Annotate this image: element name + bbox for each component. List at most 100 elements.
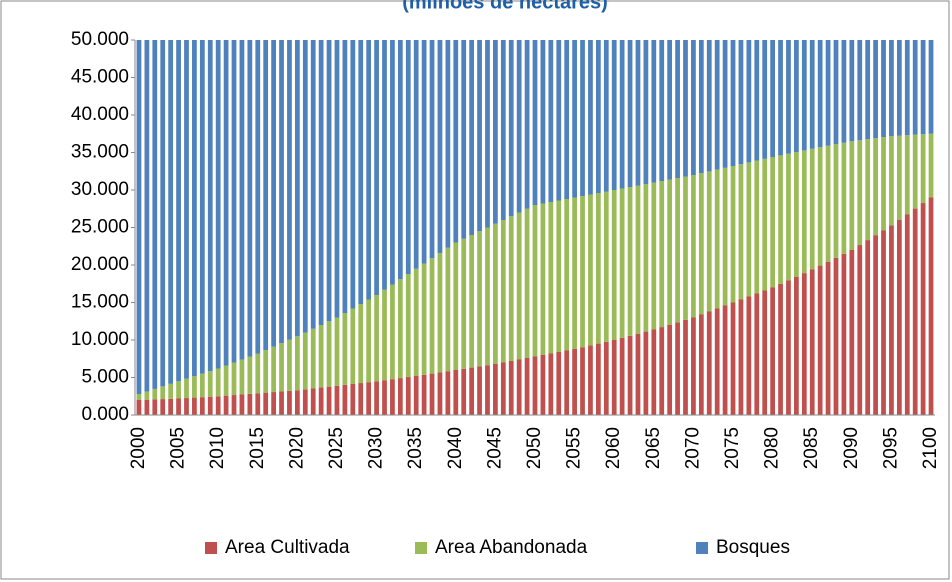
- bar-segment: [754, 160, 760, 294]
- bar-segment: [865, 240, 871, 415]
- bar-segment: [295, 336, 300, 391]
- bar-segment: [350, 383, 356, 415]
- bar-segment: [247, 393, 253, 415]
- bar-segment: [176, 40, 181, 382]
- y-tick-label: 35.000: [71, 142, 129, 163]
- bar-segment: [453, 40, 459, 243]
- bar-segment: [358, 40, 364, 304]
- bar-segment: [889, 136, 894, 226]
- bar-segment: [318, 325, 324, 388]
- bar-segment: [580, 347, 585, 415]
- bar-segment: [849, 141, 855, 250]
- bar-segment: [271, 40, 276, 347]
- bar-segment: [722, 305, 728, 415]
- bar-segment: [421, 263, 427, 375]
- bar-segment: [659, 327, 665, 415]
- bar-segment: [794, 276, 799, 415]
- bar-segment: [223, 365, 229, 396]
- bar-segment: [390, 379, 395, 415]
- bar-segment: [358, 304, 364, 384]
- bar-segment: [627, 40, 633, 187]
- bar-segment: [160, 399, 166, 415]
- bar-segment: [588, 345, 593, 415]
- bar-segment: [801, 150, 807, 274]
- bar-segment: [295, 390, 300, 415]
- bar-segment: [770, 157, 775, 288]
- bar-segment: [865, 40, 871, 140]
- bar-segment: [469, 40, 475, 235]
- bar-segment: [469, 235, 475, 368]
- bar-segment: [698, 40, 704, 174]
- legend-label: Bosques: [716, 537, 790, 558]
- bar-segment: [485, 365, 490, 415]
- y-tick-label: 5.000: [81, 367, 129, 388]
- bar-segment: [279, 343, 284, 392]
- bar-segment: [635, 40, 641, 186]
- bar-segment: [889, 225, 894, 415]
- bar-segment: [683, 319, 688, 415]
- bar-segment: [168, 383, 174, 399]
- bar-segment: [532, 205, 538, 357]
- bar-segment: [920, 134, 926, 204]
- bar-segment: [722, 40, 728, 168]
- bar-segment: [184, 398, 189, 415]
- bar-segment: [706, 171, 712, 312]
- bar-segment: [667, 179, 673, 325]
- bar-segment: [778, 155, 783, 284]
- bar-segment: [318, 40, 324, 325]
- bar-segment: [904, 135, 910, 215]
- bar-segment: [548, 353, 554, 415]
- bar-segment: [437, 372, 443, 415]
- x-tick-label: 2070: [682, 427, 703, 469]
- bar-segment: [595, 193, 601, 344]
- bar-segment: [651, 329, 657, 415]
- bar-segment: [168, 398, 174, 415]
- x-tick-label: 2080: [762, 427, 783, 469]
- bar-segment: [857, 40, 863, 141]
- bar-segment: [920, 40, 926, 135]
- bar-segment: [572, 197, 577, 349]
- bar-segment: [651, 40, 657, 183]
- bar-segment: [215, 40, 221, 369]
- bar-segment: [382, 289, 387, 381]
- bar-segment: [176, 381, 181, 399]
- bar-segment: [912, 134, 918, 209]
- bar-segment: [857, 245, 863, 415]
- bar-segment: [809, 269, 815, 415]
- bar-segment: [706, 311, 712, 415]
- bar-segment: [374, 381, 379, 415]
- bar-segment: [263, 392, 269, 415]
- bar-segment: [540, 40, 546, 204]
- bar-segment: [144, 40, 150, 392]
- bar-segment: [152, 399, 158, 415]
- bar-segment: [841, 253, 847, 415]
- bar-segment: [588, 194, 593, 346]
- bar-segment: [588, 40, 593, 195]
- bar-segment: [429, 373, 435, 415]
- bar-segment: [271, 392, 276, 415]
- y-tick-label: 20.000: [71, 254, 129, 275]
- bar-segment: [746, 40, 752, 163]
- bar-segment: [144, 399, 150, 415]
- bar-segment: [279, 391, 284, 415]
- bar-segment: [500, 40, 506, 220]
- bar-segment: [136, 400, 142, 415]
- bar-segment: [714, 169, 720, 309]
- x-tick-label: 2075: [722, 427, 743, 469]
- bar-segment: [453, 370, 459, 415]
- bar-segment: [722, 167, 728, 306]
- bar-segment: [318, 387, 324, 415]
- bar-segment: [453, 242, 459, 370]
- bar-segment: [857, 140, 863, 246]
- bar-segment: [778, 283, 783, 415]
- bar-segment: [493, 223, 498, 364]
- bar-segment: [239, 40, 245, 360]
- bar-segment: [310, 388, 316, 415]
- bar-segment: [271, 346, 276, 393]
- bar-segment: [889, 40, 894, 136]
- bar-segment: [564, 40, 570, 199]
- bar-segment: [904, 40, 910, 136]
- bar-segment: [524, 358, 530, 415]
- bar-segment: [445, 371, 451, 415]
